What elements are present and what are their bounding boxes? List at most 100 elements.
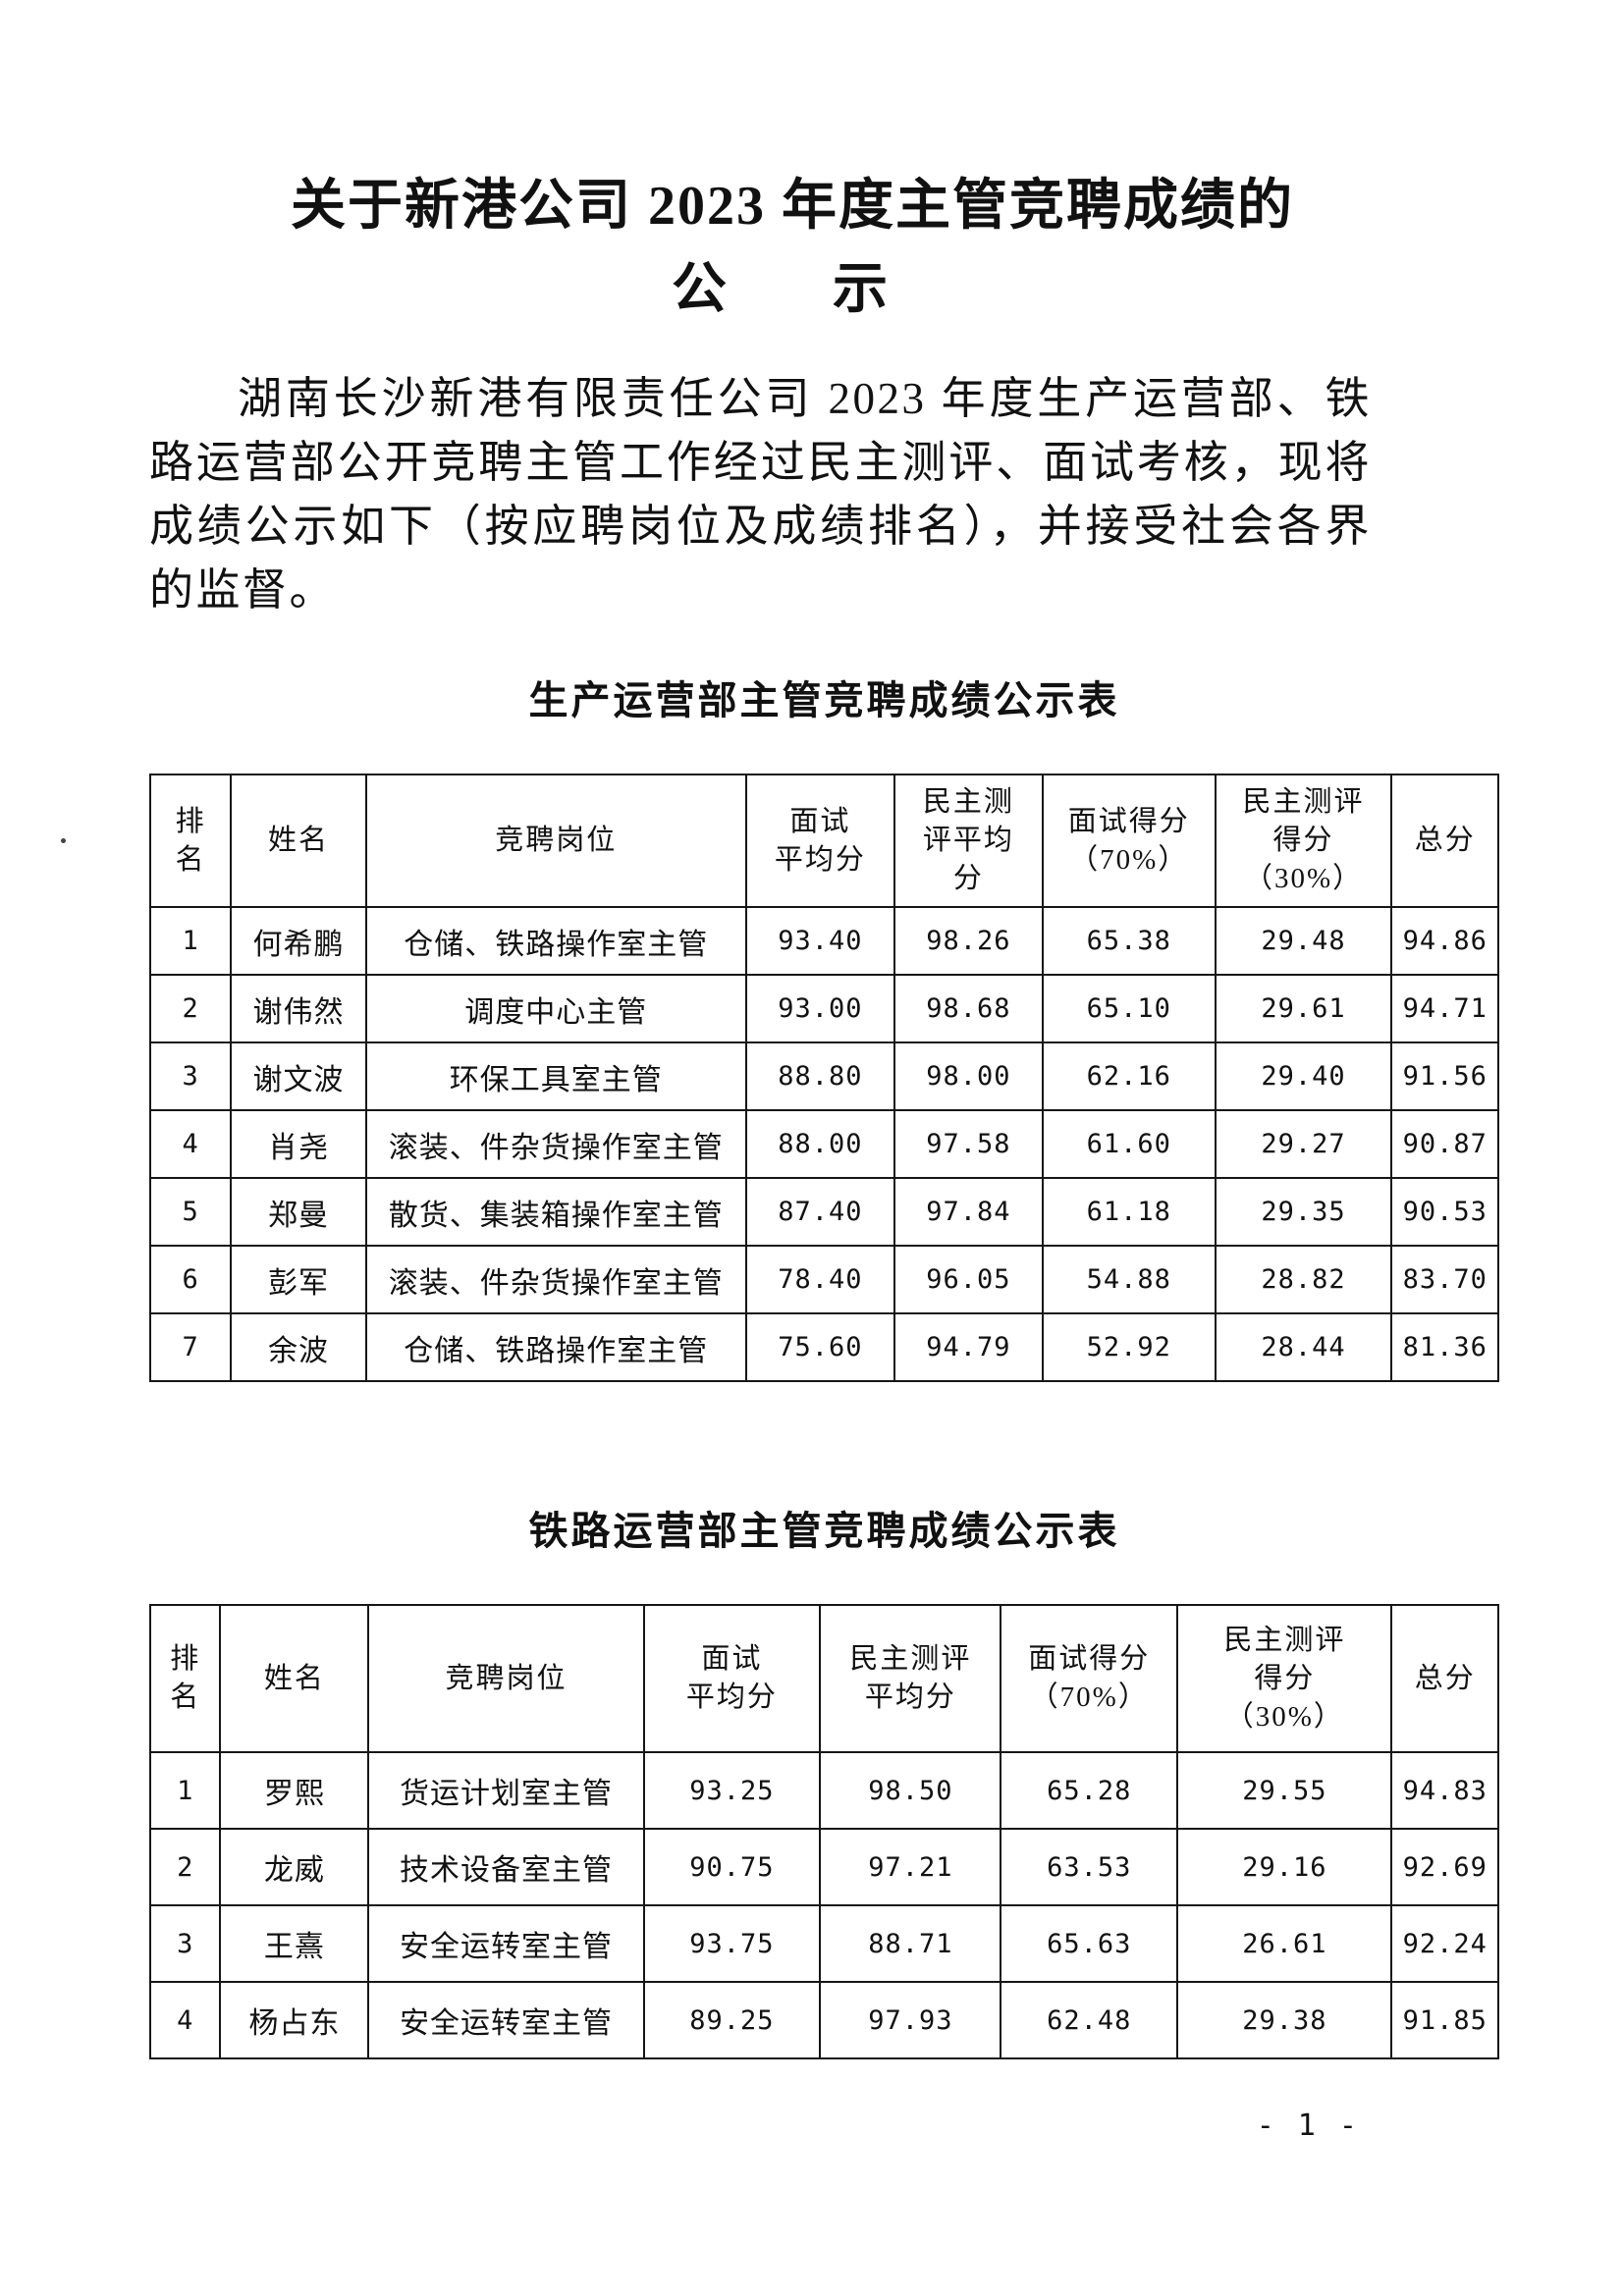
rank-cell: 4 bbox=[148, 1109, 233, 1179]
position-cell: 仓储、铁路操作室主管 bbox=[364, 906, 747, 976]
democratic-avg-cell: 97.84 bbox=[893, 1177, 1044, 1247]
interview-avg-cell: 93.75 bbox=[642, 1904, 822, 1983]
header-cell: 面试 平均分 bbox=[744, 774, 895, 908]
interview-avg-cell: 75.60 bbox=[744, 1312, 895, 1382]
name-cell: 龙威 bbox=[219, 1828, 370, 1906]
total-score-cell: 92.24 bbox=[1390, 1904, 1499, 1983]
total-score-cell: 90.53 bbox=[1390, 1177, 1499, 1247]
total-score-cell: 91.85 bbox=[1390, 1981, 1499, 2059]
production-dept-score-table: 排名姓名 竞聘岗位 面试 平均分 民主测 评平均分面试得分 （70%） 民主测评 得分 （30%）… bbox=[148, 774, 1499, 1382]
total-score-cell: 90.87 bbox=[1390, 1109, 1499, 1179]
table-row: 7 余波 仓储、铁路操作室主管 75.60 94.79 52.92 28.44 81.36 bbox=[148, 1312, 1499, 1382]
interview-score-cell: 65.28 bbox=[1000, 1751, 1179, 1830]
democratic-score-cell: 29.40 bbox=[1214, 1041, 1393, 1111]
header-cell: 排名 bbox=[148, 1604, 222, 1753]
interview-score-cell: 62.48 bbox=[1000, 1981, 1179, 2059]
table-row: 1 何希鹏 仓储、铁路操作室主管 93.40 98.26 65.38 29.48 94.86 bbox=[148, 906, 1499, 976]
table-row: 2 谢伟然 调度中心主管 93.00 98.68 65.10 29.61 94.71 bbox=[148, 974, 1499, 1043]
intro-paragraph: 湖南长沙新港有限责任公司 2023 年度生产运营部、铁路运营部公开竞聘主管工作经… bbox=[149, 374, 1372, 614]
interview-score-cell: 61.18 bbox=[1041, 1177, 1217, 1247]
democratic-score-cell: 29.55 bbox=[1176, 1751, 1393, 1830]
rank-cell: 1 bbox=[148, 906, 233, 976]
interview-score-cell: 62.16 bbox=[1041, 1041, 1217, 1111]
name-cell: 余波 bbox=[230, 1312, 367, 1382]
table-row: 3 谢文波 环保工具室主管 88.80 98.00 62.16 29.40 91.56 bbox=[148, 1041, 1499, 1111]
interview-score-cell: 61.60 bbox=[1041, 1109, 1217, 1179]
header-cell: 总分 bbox=[1390, 1604, 1499, 1753]
democratic-avg-cell: 94.79 bbox=[893, 1312, 1044, 1382]
democratic-avg-cell: 97.58 bbox=[893, 1109, 1044, 1179]
position-cell: 环保工具室主管 bbox=[364, 1041, 747, 1111]
democratic-avg-cell: 88.71 bbox=[819, 1904, 1002, 1983]
name-cell: 彭军 bbox=[230, 1245, 367, 1314]
total-score-cell: 91.56 bbox=[1390, 1041, 1499, 1111]
railway-table-caption: 铁路运营部主管竞聘成绩公示表 bbox=[528, 1510, 1120, 1553]
interview-score-cell: 54.88 bbox=[1041, 1245, 1217, 1314]
democratic-avg-cell: 98.26 bbox=[893, 906, 1044, 976]
table-row: 1 罗熙 货运计划室主管 93.25 98.50 65.28 29.55 94.83 bbox=[148, 1751, 1499, 1830]
name-cell: 罗熙 bbox=[219, 1751, 370, 1830]
position-cell: 滚装、件杂货操作室主管 bbox=[364, 1245, 747, 1314]
interview-score-cell: 65.38 bbox=[1041, 906, 1217, 976]
header-cell: 民主测评 得分 （30%） bbox=[1176, 1604, 1393, 1753]
header-cell: 民主测评平均分 bbox=[893, 774, 1044, 908]
democratic-score-cell: 28.44 bbox=[1214, 1312, 1393, 1382]
header-cell: 民主测评平均分 bbox=[819, 1604, 1002, 1753]
total-score-cell: 83.70 bbox=[1390, 1245, 1499, 1314]
democratic-score-cell: 28.82 bbox=[1214, 1245, 1393, 1314]
header-cell: 竞聘岗位 bbox=[364, 774, 747, 908]
democratic-avg-cell: 97.93 bbox=[819, 1981, 1002, 2059]
democratic-score-cell: 29.38 bbox=[1176, 1981, 1393, 2059]
democratic-score-cell: 26.61 bbox=[1176, 1904, 1393, 1983]
total-score-cell: 94.83 bbox=[1390, 1751, 1499, 1830]
rank-cell: 2 bbox=[148, 974, 233, 1043]
democratic-avg-cell: 98.50 bbox=[819, 1751, 1002, 1830]
interview-score-cell: 65.63 bbox=[1000, 1904, 1179, 1983]
interview-avg-cell: 88.80 bbox=[744, 1041, 895, 1111]
document-title: 关于新港公司 2023 年度主管竞聘成绩的 公 示 bbox=[149, 165, 1435, 332]
table-row: 2 龙威 技术设备室主管 90.75 97.21 63.53 29.16 92.69 bbox=[148, 1828, 1499, 1906]
header-cell: 面试得分 （70%） bbox=[1000, 1604, 1179, 1753]
name-cell: 郑曼 bbox=[230, 1177, 367, 1247]
democratic-score-cell: 29.61 bbox=[1214, 974, 1393, 1043]
name-cell: 王熹 bbox=[219, 1904, 370, 1983]
header-cell: 姓名 bbox=[219, 1604, 370, 1753]
rank-cell: 4 bbox=[148, 1981, 222, 2059]
header-row: 排名姓名竞聘岗位面试平均分民主测评平均分面试得分（70%）民主测评得分（30%）… bbox=[148, 774, 1499, 908]
total-score-cell: 81.36 bbox=[1390, 1312, 1499, 1382]
position-cell: 散货、集装箱操作室主管 bbox=[364, 1177, 747, 1247]
title-line-2: 公 示 bbox=[672, 259, 913, 320]
interview-avg-cell: 93.40 bbox=[744, 906, 895, 976]
interview-avg-cell: 78.40 bbox=[744, 1245, 895, 1314]
table-row: 4 杨占东 安全运转室主管 89.25 97.93 62.48 29.38 91.85 bbox=[148, 1981, 1499, 2059]
header-cell: 总分 bbox=[1390, 774, 1499, 908]
name-cell: 何希鹏 bbox=[230, 906, 367, 976]
header-cell: 排名 bbox=[148, 774, 233, 908]
rank-cell: 7 bbox=[148, 1312, 233, 1382]
position-cell: 调度中心主管 bbox=[364, 974, 747, 1043]
interview-avg-cell: 87.40 bbox=[744, 1177, 895, 1247]
table-row: 5 郑曼 散货、集装箱操作室主管 87.40 97.84 61.18 29.35 90.53 bbox=[148, 1177, 1499, 1247]
position-cell: 安全运转室主管 bbox=[367, 1981, 645, 2059]
interview-score-cell: 52.92 bbox=[1041, 1312, 1217, 1382]
rank-cell: 3 bbox=[148, 1904, 222, 1983]
table-row: 4 肖尧 滚装、件杂货操作室主管 88.00 97.58 61.60 29.27 90.87 bbox=[148, 1109, 1499, 1179]
position-cell: 货运计划室主管 bbox=[367, 1751, 645, 1830]
rank-cell: 2 bbox=[148, 1828, 222, 1906]
railway-dept-score-table: 排名姓名 竞聘岗位 面试 平均分 民主测评 平均分 面试得分 （70%） 民主测评 得分 （30%）… bbox=[148, 1604, 1499, 2059]
interview-avg-cell: 89.25 bbox=[642, 1981, 822, 2059]
interview-avg-cell: 93.00 bbox=[744, 974, 895, 1043]
interview-score-cell: 65.10 bbox=[1041, 974, 1217, 1043]
rank-cell: 3 bbox=[148, 1041, 233, 1111]
page-number: - 1 - bbox=[1256, 2109, 1360, 2143]
production-table-caption: 生产运营部主管竞聘成绩公示表 bbox=[528, 679, 1120, 722]
name-cell: 谢伟然 bbox=[230, 974, 367, 1043]
name-cell: 肖尧 bbox=[230, 1109, 367, 1179]
democratic-score-cell: 29.35 bbox=[1214, 1177, 1393, 1247]
total-score-cell: 94.71 bbox=[1390, 974, 1499, 1043]
header-cell: 民主测评 得分 （30%） bbox=[1214, 774, 1393, 908]
interview-avg-cell: 93.25 bbox=[642, 1751, 822, 1830]
democratic-avg-cell: 98.00 bbox=[893, 1041, 1044, 1111]
position-cell: 技术设备室主管 bbox=[367, 1828, 645, 1906]
